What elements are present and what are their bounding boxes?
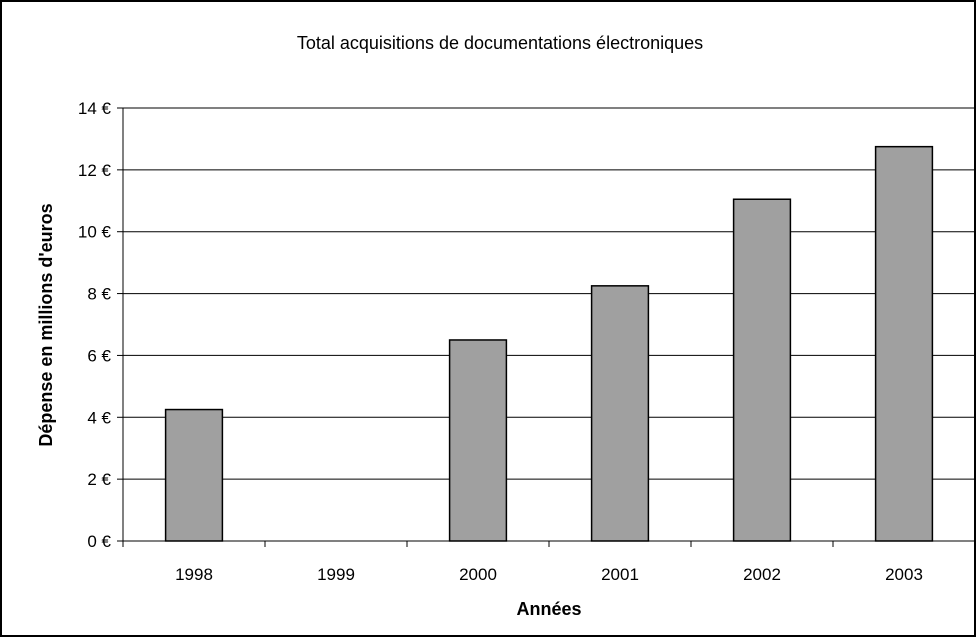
bar-2002 (732, 198, 792, 542)
y-axis-label: Dépense en millions d'euros (36, 203, 56, 446)
y-tick-label: 4 € (87, 408, 111, 427)
x-tick-label: 2003 (885, 565, 923, 584)
axes (117, 107, 976, 547)
x-tick-label: 2000 (459, 565, 497, 584)
bar-1998 (164, 408, 224, 542)
bar-2003 (874, 145, 934, 542)
bars (164, 145, 934, 542)
x-tick-labels: 1998 1999 2000 2001 2002 2003 (175, 565, 923, 584)
x-tick-label: 2002 (743, 565, 781, 584)
y-tick-label: 12 € (78, 161, 112, 180)
gridlines (123, 107, 975, 480)
y-tick-label: 14 € (78, 99, 112, 118)
x-tick-label: 1998 (175, 565, 213, 584)
y-tick-label: 2 € (87, 470, 111, 489)
y-tick-label: 0 € (87, 532, 111, 551)
x-tick-label: 1999 (317, 565, 355, 584)
y-tick-label: 6 € (87, 346, 111, 365)
bar-2001 (590, 285, 650, 542)
x-axis-label: Années (516, 599, 581, 619)
chart-title: Total acquisitions de documentations éle… (297, 33, 703, 53)
y-tick-label: 8 € (87, 285, 111, 304)
y-tick-label: 10 € (78, 223, 112, 242)
y-tick-labels: 0 € 2 € 4 € 6 € 8 € 10 € 12 € 14 € (78, 99, 112, 551)
bar-2000 (448, 339, 508, 542)
x-tick-label: 2001 (601, 565, 639, 584)
